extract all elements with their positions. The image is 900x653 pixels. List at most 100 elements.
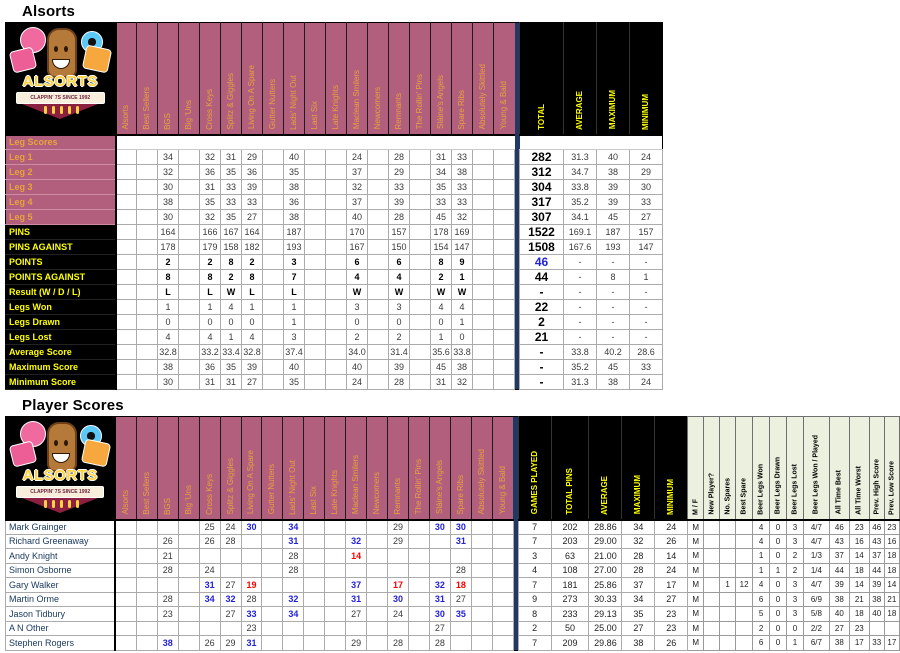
score-cell [262,149,284,165]
score-cell [408,620,430,636]
score-cell [177,519,200,535]
score-cell [493,194,515,210]
score-cell [262,314,284,330]
score-cell [367,149,389,165]
score-cell: 166 [199,224,221,240]
score-cell: W [451,284,473,300]
mini-pin-icon [76,500,79,508]
score-cell: 2 [388,329,410,345]
player-extra-cell: 4 [752,533,771,549]
score-cell [115,179,137,195]
team-column-header: Spare Ribs [451,22,473,136]
score-cell: L [241,284,263,300]
score-cell [325,254,347,270]
summary-cell: 187 [596,224,630,240]
score-cell: 4 [220,299,242,315]
score-cell: 35 [220,209,242,225]
player-name: Simon Osborne [5,562,117,578]
extra-name-label: Beer Legs Drawn [774,457,782,515]
leg-row-label: POINTS AGAINST [5,269,117,285]
score-cell: 28 [156,591,179,607]
score-cell: 0 [157,314,179,330]
score-cell [472,194,494,210]
score-cell: 29 [345,635,368,651]
player-extra-cell: 46 [828,519,850,535]
summary-cell: - [563,299,597,315]
total-cell: 307 [519,209,564,225]
player-extra-column-header: No. Spares [719,416,737,521]
summary-cell: 33.8 [563,344,597,360]
player-extra-cell: 17 [848,635,870,651]
summary-cell: 31.3 [563,374,597,390]
team-column-header: Splitz & Giggles [220,22,242,136]
total-cell: 1508 [519,239,564,255]
total-cell: 1522 [519,224,564,240]
score-cell [409,224,431,240]
score-cell [178,359,200,375]
score-cell: W [220,284,242,300]
score-cell: 29 [241,149,263,165]
summary-cell: - [563,329,597,345]
score-cell [262,374,284,390]
score-cell [304,284,326,300]
summary-cell: - [596,284,630,300]
section-separator [513,635,519,650]
score-cell: 4 [430,299,452,315]
score-cell: 17 [387,577,410,593]
score-cell [115,359,137,375]
score-cell [136,239,158,255]
score-cell [493,239,515,255]
team-column-header: Big 'Uns [178,22,200,136]
team-name-label: Spare Ribs [455,474,465,515]
score-cell: 28 [387,635,410,651]
summary-cell: 24 [629,374,663,390]
skittle-pin-mascot-icon [47,422,77,472]
score-cell [472,299,494,315]
total-cell: 21 [519,329,564,345]
mascot-eye-icon [54,46,58,52]
player-extra-cell: 4 [752,519,771,535]
player-extra-cell: M [687,620,705,636]
score-cell: 0 [430,314,452,330]
summary-cell: 169.1 [563,224,597,240]
player-section-title: Player Scores [22,397,124,414]
player-extra-cell: 17 [883,635,900,651]
player-summary-cell: 27.00 [588,562,623,578]
score-cell [472,344,494,360]
score-cell [136,149,158,165]
score-cell [136,329,158,345]
team-name-label: Late Knights [330,470,340,515]
score-cell [325,209,347,225]
score-cell: 40 [346,209,368,225]
score-cell: 32 [157,164,179,180]
player-extra-cell: 39 [828,577,850,593]
summary-cell: 157 [629,224,663,240]
extra-name-label: M / F [692,498,700,515]
team-column-header: Absolutely Skittled [470,416,493,521]
team-column-header: Sláine's Angels [430,22,452,136]
team-column-header: Cross Keys [198,416,221,521]
score-cell: 2 [157,254,179,270]
score-cell [470,591,493,607]
team-name-label: Newcomers [371,472,381,515]
score-cell: 154 [430,239,452,255]
section-separator [514,179,520,195]
player-extra-cell: 4/7 [802,533,830,549]
player-extra-cell: 38 [828,591,850,607]
score-cell: 4 [388,269,410,285]
player-extra-cell: 0 [769,577,787,593]
player-name: Martin Orme [5,591,117,607]
leg-scores-table: ALSORTS CLAPPIN' 7S SINCE 1992 Alsorts Best… [5,22,663,390]
summary-cell: 1 [629,269,663,285]
score-cell [156,519,179,535]
score-cell [428,548,451,564]
score-cell: 33.2 [199,344,221,360]
player-extra-cell [735,591,754,607]
score-cell: 1 [220,329,242,345]
score-cell [408,606,430,622]
score-cell [324,620,347,636]
orange-candy-square-icon [81,44,112,74]
score-cell: 31 [345,591,368,607]
score-cell [470,620,493,636]
player-summary-cell: 2 [517,620,552,636]
